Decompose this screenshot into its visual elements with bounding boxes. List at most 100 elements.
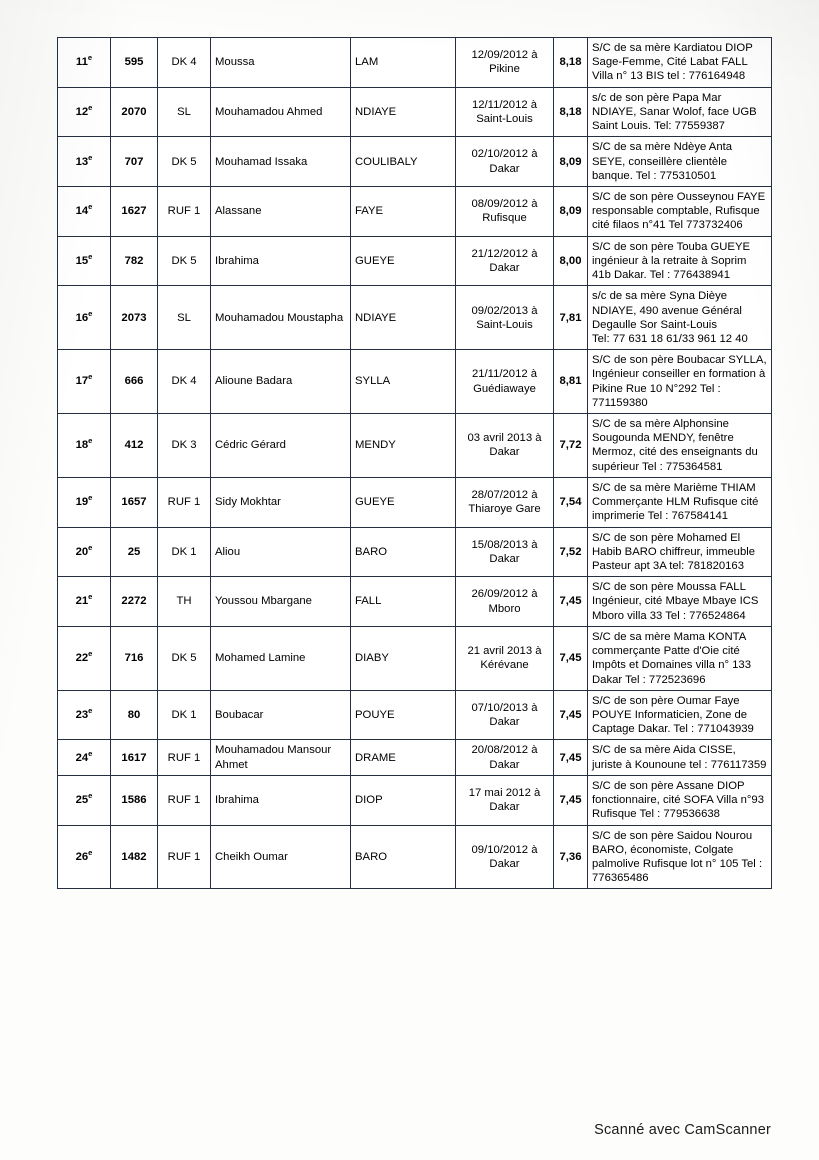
cell-first-name: Youssou Mbargane — [210, 576, 351, 627]
cell-address: S/C de son père Assane DIOP fonctionnair… — [587, 774, 772, 826]
cell-last-name: GUEYE — [350, 476, 456, 528]
cell-center-code: DK 3 — [157, 413, 211, 478]
rank-value: 19 — [75, 496, 89, 509]
cell-birth-date: 07/10/2013 à Dakar — [455, 689, 554, 741]
cell-last-name: SYLLA — [350, 349, 456, 415]
table-row: 20e 25 DK 1 Aliou BARO 15/08/2013 à Dakar 7,52… — [57, 526, 772, 578]
cell-center-code: DK 5 — [157, 625, 211, 691]
cell-rank: 23e — [57, 689, 111, 741]
rank-ordinal-suffix: e — [88, 649, 93, 659]
rank-ordinal-suffix: e — [88, 706, 93, 716]
cell-first-name: Mohamed Lamine — [210, 625, 351, 691]
rank-value: 22 — [75, 652, 89, 665]
cell-last-name: BARO — [350, 526, 456, 578]
rank-value: 12 — [75, 105, 89, 118]
rank-value: 20 — [75, 545, 89, 558]
cell-number: 595 — [110, 37, 158, 88]
cell-address: S/C de son père Mohamed El Habib BARO ch… — [587, 526, 772, 578]
table-row: 12e 2070 SL Mouhamadou Ahmed NDIAYE 12/11/201… — [57, 86, 772, 138]
table-row: 25e 1586 RUF 1 Ibrahima DIOP 17 mai 2012 à Da… — [57, 774, 772, 826]
rank-ordinal-suffix: e — [88, 791, 93, 801]
cell-center-code: DK 4 — [157, 349, 211, 415]
cell-birth-date: 21/12/2012 à Dakar — [455, 235, 554, 287]
results-table-body: 11e 595 DK 4 Moussa LAM 12/09/2012 à Pikine 8,… — [57, 37, 772, 890]
cell-center-code: RUF 1 — [157, 739, 211, 776]
cell-birth-date: 03 avril 2013 à Dakar — [455, 413, 554, 478]
cell-address: S/C de son père Boubacar SYLLA, Ingénieu… — [587, 349, 772, 415]
rank-ordinal-suffix: e — [88, 436, 93, 446]
rank-ordinal-suffix: e — [88, 543, 93, 553]
cell-rank: 19e — [57, 476, 111, 528]
table-row: 26e 1482 RUF 1 Cheikh Oumar BARO 09/10/2012 à… — [57, 824, 772, 890]
cell-number: 666 — [110, 349, 158, 415]
cell-last-name: LAM — [350, 37, 456, 88]
table-row: 19e 1657 RUF 1 Sidy Mokhtar GUEYE 28/07/2012 … — [57, 476, 772, 528]
cell-first-name: Cédric Gérard — [210, 413, 351, 478]
camscanner-watermark: Scanné avec CamScanner — [594, 1122, 771, 1138]
cell-number: 1617 — [110, 739, 158, 776]
rank-value: 25 — [75, 794, 89, 807]
cell-address: S/C de son père Ousseynou FAYE responsab… — [587, 185, 772, 237]
cell-rank: 26e — [57, 824, 111, 890]
table-row: 18e 412 DK 3 Cédric Gérard MENDY 03 avril 201… — [57, 413, 772, 478]
cell-last-name: BARO — [350, 824, 456, 890]
cell-score: 7,54 — [553, 476, 588, 528]
rank-value: 17 — [75, 375, 89, 388]
cell-rank: 17e — [57, 349, 111, 415]
cell-first-name: Alioune Badara — [210, 349, 351, 415]
cell-rank: 25e — [57, 774, 111, 826]
table-row: 17e 666 DK 4 Alioune Badara SYLLA 21/11/2012 … — [57, 349, 772, 415]
cell-rank: 20e — [57, 526, 111, 578]
cell-last-name: POUYE — [350, 689, 456, 741]
cell-first-name: Mouhamadou Ahmed — [210, 86, 351, 138]
rank-ordinal-suffix: e — [87, 53, 93, 63]
cell-number: 707 — [110, 136, 158, 187]
cell-center-code: DK 1 — [157, 526, 211, 578]
rank-value: 24 — [75, 751, 89, 764]
cell-last-name: DIOP — [350, 774, 456, 826]
cell-score: 7,36 — [553, 824, 588, 890]
rank-ordinal-suffix: e — [88, 748, 93, 758]
cell-address: S/C de sa mère Ndèye Anta SEYE, conseill… — [587, 136, 772, 187]
cell-first-name: Alassane — [210, 185, 351, 237]
cell-number: 25 — [110, 526, 158, 578]
cell-last-name: NDIAYE — [350, 86, 456, 138]
cell-address: S/C de son père Touba GUEYE ingénieur à … — [587, 235, 772, 287]
cell-first-name: Moussa — [210, 37, 351, 88]
cell-rank: 12e — [57, 86, 111, 138]
table-row: 15e 782 DK 5 Ibrahima GUEYE 21/12/2012 à Daka… — [57, 235, 772, 287]
cell-first-name: Ibrahima — [210, 774, 351, 826]
cell-last-name: FALL — [350, 576, 456, 627]
cell-score: 8,81 — [553, 349, 588, 415]
cell-number: 1657 — [110, 476, 158, 528]
cell-address: s/c de son père Papa Mar NDIAYE, Sanar W… — [587, 86, 772, 138]
rank-value: 14 — [75, 205, 89, 218]
cell-number: 80 — [110, 689, 158, 741]
cell-birth-date: 26/09/2012 à Mboro — [455, 576, 554, 627]
cell-center-code: RUF 1 — [157, 824, 211, 890]
table-row: 14e 1627 RUF 1 Alassane FAYE 08/09/2012 à Ruf… — [57, 185, 772, 237]
cell-number: 782 — [110, 235, 158, 287]
results-table-container: 11e 595 DK 4 Moussa LAM 12/09/2012 à Pikine 8,… — [57, 37, 772, 890]
cell-center-code: RUF 1 — [157, 774, 211, 826]
cell-birth-date: 02/10/2012 à Dakar — [455, 136, 554, 187]
cell-center-code: DK 5 — [157, 136, 211, 187]
cell-score: 7,81 — [553, 285, 588, 351]
cell-first-name: Mouhamad Issaka — [210, 136, 351, 187]
cell-last-name: GUEYE — [350, 235, 456, 287]
cell-address: S/C de son père Oumar Faye POUYE Informa… — [587, 689, 772, 741]
cell-address: s/c de sa mère Syna Dièye NDIAYE, 490 av… — [587, 285, 772, 351]
cell-score: 7,45 — [553, 689, 588, 741]
cell-rank: 15e — [57, 235, 111, 287]
cell-first-name: Mouhamadou Moustapha — [210, 285, 351, 351]
rank-ordinal-suffix: e — [88, 592, 93, 602]
cell-number: 412 — [110, 413, 158, 478]
cell-score: 7,45 — [553, 774, 588, 826]
rank-value: 18 — [75, 439, 89, 452]
cell-last-name: COULIBALY — [350, 136, 456, 187]
cell-rank: 13e — [57, 136, 111, 187]
cell-rank: 11e — [57, 37, 111, 88]
cell-address: S/C de son père Saidou Nourou BARO, écon… — [587, 824, 772, 890]
cell-first-name: Aliou — [210, 526, 351, 578]
